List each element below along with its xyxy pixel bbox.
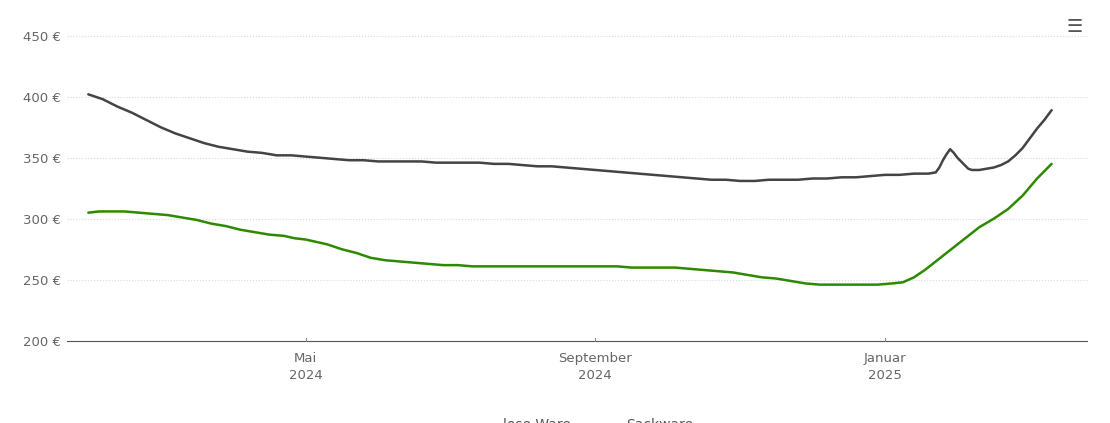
Text: ☰: ☰ — [1067, 18, 1082, 36]
Legend: lose Ware, Sackware: lose Ware, Sackware — [455, 412, 699, 423]
